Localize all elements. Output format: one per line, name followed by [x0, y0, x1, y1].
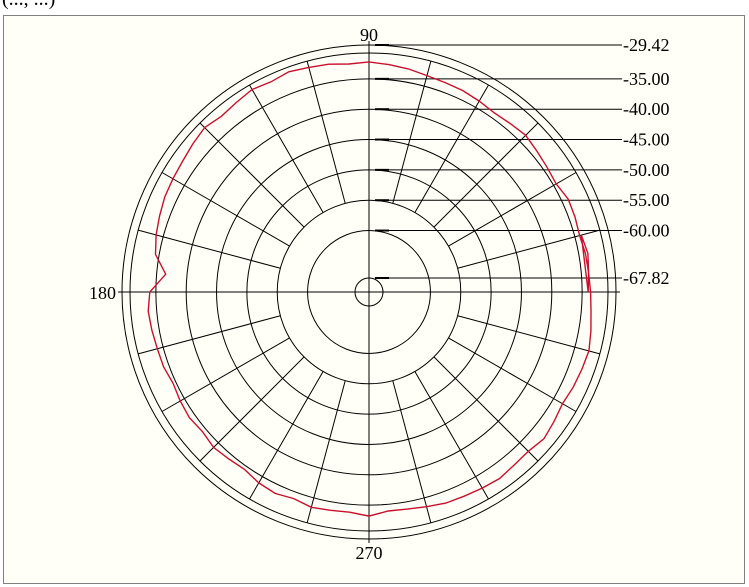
grid-spoke	[249, 371, 324, 500]
grid-spoke	[306, 61, 346, 204]
radial-tick-label: -29.42	[623, 35, 670, 55]
grid-spoke	[457, 315, 600, 355]
grid-spoke	[392, 380, 432, 523]
grid-spoke	[414, 371, 489, 500]
data-series	[147, 61, 592, 517]
polar-grid	[118, 41, 622, 543]
angle-tick-label: 270	[356, 543, 383, 563]
radial-tick-label: -35.00	[623, 69, 670, 89]
radial-tick-label: -60.00	[623, 221, 670, 241]
radial-tick-label: -67.82	[623, 268, 670, 288]
polar-chart: -29.42 -35.00 -40.00 -45.00 -50.00 -55.00 -60.…	[89, 25, 670, 563]
grid-spoke	[433, 122, 539, 228]
grid-spoke	[433, 356, 539, 462]
radial-tick-label: -40.00	[623, 99, 670, 119]
axis-labels: -29.42 -35.00 -40.00 -45.00 -50.00 -55.00 -60.…	[89, 25, 670, 563]
radial-tick-label: -50.00	[623, 160, 670, 180]
grid-spoke	[414, 84, 489, 213]
angle-tick-label: 90	[360, 25, 378, 45]
grid-spoke	[457, 229, 600, 269]
grid-spoke	[306, 380, 346, 523]
grid-spoke	[138, 229, 281, 269]
radial-tick-label: -55.00	[623, 190, 670, 210]
grid-spoke	[199, 356, 305, 462]
series-line	[147, 61, 592, 517]
header-text: (..., ...)	[2, 0, 55, 11]
grid-spoke	[392, 61, 432, 204]
grid-spoke	[448, 337, 577, 412]
polar-plot-panel: -29.42 -35.00 -40.00 -45.00 -50.00 -55.00 -60.…	[3, 15, 745, 584]
grid-spoke	[249, 84, 324, 213]
angle-tick-label: 180	[89, 283, 116, 303]
radial-tick-label: -45.00	[623, 130, 670, 150]
grid-spoke	[161, 172, 290, 247]
grid-spoke	[161, 337, 290, 412]
grid-spoke	[448, 172, 577, 247]
grid-spoke	[138, 315, 281, 355]
grid-spoke	[199, 122, 305, 228]
